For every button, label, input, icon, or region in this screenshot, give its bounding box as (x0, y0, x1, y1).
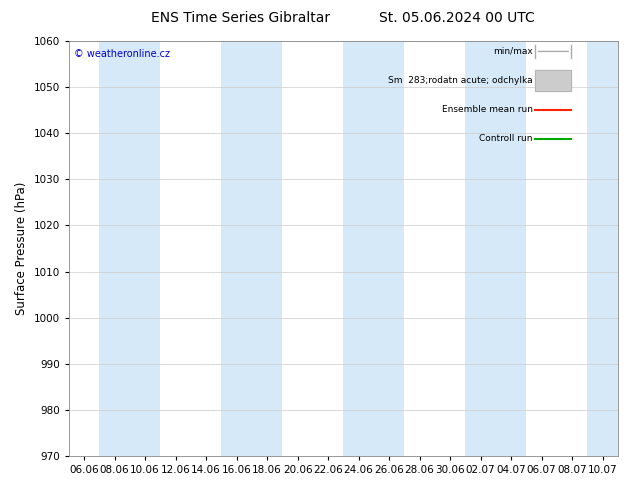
Bar (587, 41, 618, 456)
Text: © weatheronline.cz: © weatheronline.cz (74, 49, 171, 59)
Text: ENS Time Series Gibraltar: ENS Time Series Gibraltar (152, 11, 330, 25)
Bar (536, 70, 571, 91)
Bar (344, 41, 374, 456)
Text: St. 05.06.2024 00 UTC: St. 05.06.2024 00 UTC (378, 11, 534, 25)
Text: Sm  283;rodatn acute; odchylka: Sm 283;rodatn acute; odchylka (388, 76, 533, 85)
Bar (252, 41, 282, 456)
Text: Controll run: Controll run (479, 134, 533, 143)
Bar (100, 41, 130, 456)
Bar (465, 41, 496, 456)
Text: min/max: min/max (493, 47, 533, 56)
Bar (496, 41, 526, 456)
Y-axis label: Surface Pressure (hPa): Surface Pressure (hPa) (15, 182, 28, 315)
Text: Ensemble mean run: Ensemble mean run (442, 105, 533, 114)
Bar (130, 41, 160, 456)
Bar (536, 70, 571, 91)
Bar (221, 41, 252, 456)
Bar (374, 41, 404, 456)
